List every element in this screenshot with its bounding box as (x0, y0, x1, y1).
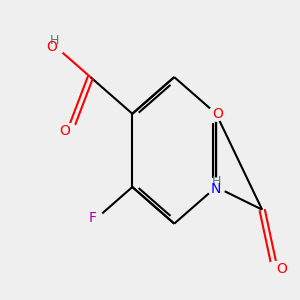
Text: O: O (46, 40, 57, 54)
Circle shape (207, 178, 225, 196)
Text: N: N (211, 182, 221, 196)
Text: O: O (212, 107, 223, 121)
Circle shape (90, 212, 103, 225)
Text: H: H (212, 175, 221, 188)
Circle shape (45, 37, 64, 56)
Text: O: O (276, 262, 287, 276)
Text: H: H (50, 34, 60, 46)
Circle shape (267, 262, 282, 276)
Circle shape (209, 106, 224, 121)
Circle shape (62, 124, 77, 139)
Text: O: O (59, 124, 70, 138)
Text: F: F (88, 211, 96, 225)
